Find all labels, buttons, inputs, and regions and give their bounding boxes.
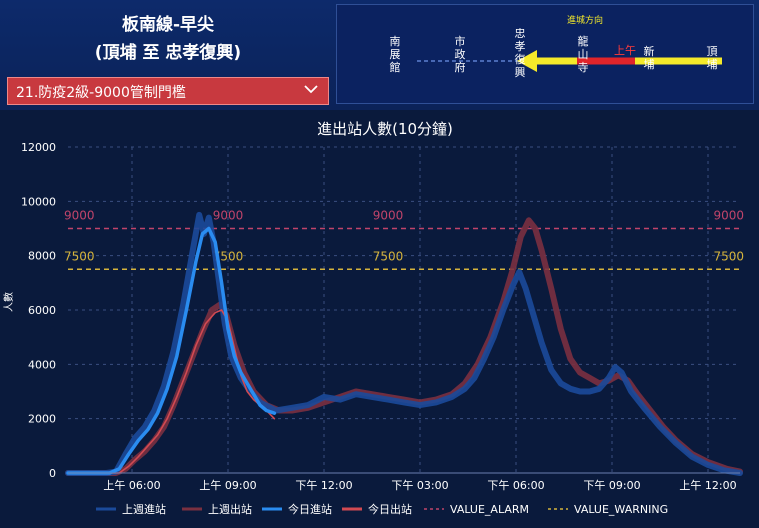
series-line-today-exit	[67, 309, 276, 474]
y-tick-label: 2000	[28, 413, 56, 426]
threshold-label: 9000	[64, 209, 95, 223]
y-tick-label: 0	[49, 467, 56, 480]
threshold-label: 9000	[373, 209, 404, 223]
threshold-label: 9000	[213, 209, 244, 223]
title-box: 板南線-早尖 (頂埔 至 忠孝復興) 21.防疫2級-9000管制門檻	[4, 4, 332, 105]
period-label: 上午	[614, 44, 636, 57]
station-shizhengfu: 市政府	[454, 35, 466, 74]
direction-label: 進城方向	[567, 16, 604, 26]
legend-label: 上週進站	[122, 502, 166, 516]
station-xinpu: 新埔	[643, 45, 655, 71]
threshold-label: 7500	[213, 249, 244, 263]
y-tick-label: 4000	[28, 358, 56, 371]
chevron-down-icon	[304, 85, 318, 94]
direction-arrow-icon	[517, 50, 537, 72]
y-tick-label: 6000	[28, 304, 56, 317]
series-line-last-week-entry	[65, 211, 743, 476]
y-axis-label: 人數	[2, 292, 15, 312]
y-tick-label: 8000	[28, 250, 56, 263]
station-nanzhanguan: 南展館	[389, 35, 401, 74]
station-longshansi: 龍山寺	[577, 35, 589, 74]
legend-label: 上週出站	[208, 502, 252, 516]
line-name: 板南線-早尖	[121, 15, 215, 35]
chart-title: 進出站人數(10分鐘)	[317, 120, 453, 138]
legend-label: 今日出站	[368, 502, 412, 516]
chart-area: 進出站人數(10分鐘) 人數 9000 9000 9000 9000 7500 7500 7…	[0, 110, 759, 524]
legend: 上週進站 上週出站 今日進站 今日出站 VALUE_ALARM VALUE_WARNING	[96, 502, 668, 516]
scenario-value: 21.防疫2級-9000管制門檻	[16, 85, 186, 101]
threshold-layer: 9000 9000 9000 9000 7500 7500 7500 7500	[64, 209, 744, 270]
x-tick-label: 上午 06:00	[103, 479, 160, 492]
legend-label: VALUE_ALARM	[450, 503, 529, 516]
legend-item[interactable]: 今日進站	[262, 502, 332, 516]
grid-layer	[68, 146, 740, 473]
direction-map	[417, 50, 722, 72]
x-tick-label: 下午 09:00	[583, 479, 640, 492]
series-layer	[65, 211, 743, 476]
line-range: (頂埔 至 忠孝復興)	[94, 43, 242, 63]
threshold-label: 7500	[373, 249, 404, 263]
legend-item[interactable]: 今日出站	[342, 502, 412, 516]
legend-item[interactable]: VALUE_WARNING	[548, 503, 668, 516]
y-tick-label: 10000	[21, 195, 56, 208]
legend-item[interactable]: 上週進站	[96, 502, 166, 516]
legend-label: 今日進站	[288, 502, 332, 516]
legend-label: VALUE_WARNING	[574, 503, 668, 516]
series-line-today-entry	[66, 226, 277, 475]
station-dingpu: 頂埔	[706, 45, 718, 71]
legend-item[interactable]: 上週出站	[182, 502, 252, 516]
line-chart: 進出站人數(10分鐘) 人數 9000 9000 9000 9000 7500 7500 7…	[2, 120, 744, 516]
x-tick-label: 下午 06:00	[487, 479, 544, 492]
legend-item[interactable]: VALUE_ALARM	[424, 503, 529, 516]
threshold-label: 9000	[713, 209, 744, 223]
series-line-last-week-exit	[65, 217, 743, 476]
threshold-label: 7500	[713, 249, 744, 263]
direction-panel: 進城方向 上午 南展館 市政府 忠孝復興 龍山寺 新埔 頂埔	[336, 4, 754, 104]
x-tick-label: 下午 12:00	[295, 479, 352, 492]
station-zhongxiaofuxing: 忠孝復興	[514, 27, 526, 79]
x-tick-label: 下午 03:00	[391, 479, 448, 492]
threshold-label: 7500	[64, 249, 95, 263]
y-tick-label: 12000	[21, 141, 56, 154]
header-panel: 板南線-早尖 (頂埔 至 忠孝復興) 21.防疫2級-9000管制門檻 進城方向…	[0, 0, 759, 110]
x-tick-label: 上午 09:00	[199, 479, 256, 492]
x-tick-label: 上午 12:00	[679, 479, 736, 492]
scenario-select[interactable]: 21.防疫2級-9000管制門檻	[7, 77, 329, 105]
axis-layer: 0 2000 4000 6000 8000 10000 12000 上午 06:00 上午 09…	[21, 141, 740, 492]
